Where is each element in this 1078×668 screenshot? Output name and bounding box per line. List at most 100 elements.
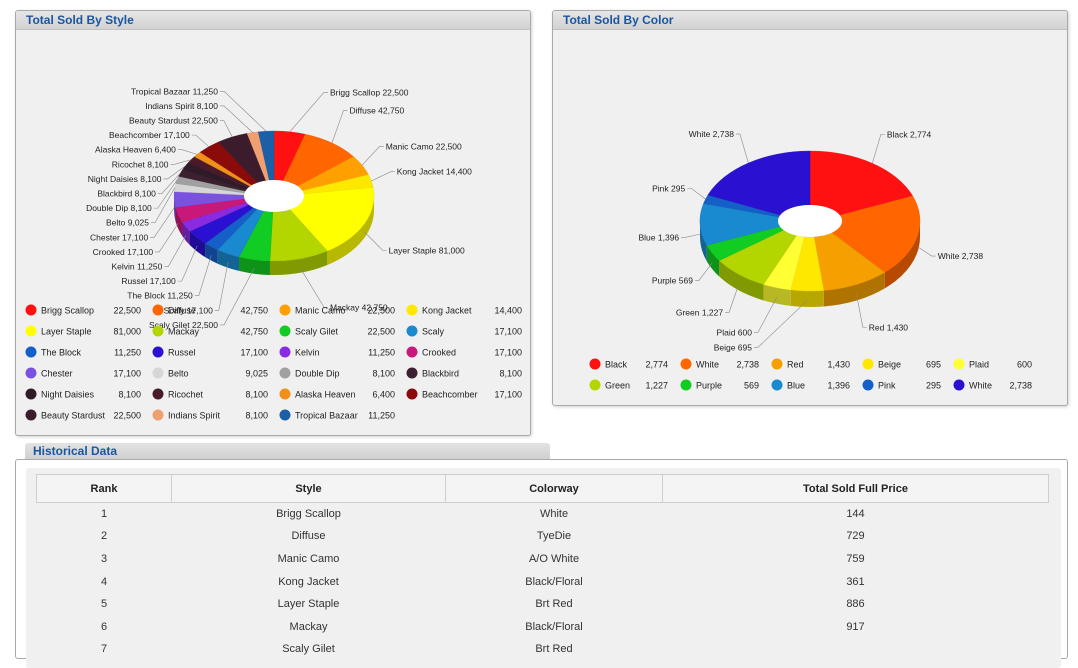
table-row[interactable]: 3 Manic Camo A/O White 759 [37, 548, 1049, 571]
legend-item-white[interactable]: White 2,738 [953, 379, 1033, 391]
legend-label: Purple [696, 381, 722, 391]
legend-item-black[interactable]: Black 2,774 [589, 358, 669, 370]
color-chart-panel: Total Sold By Color Black 2,774 White 2,7… [552, 10, 1068, 406]
callout-line [177, 245, 198, 282]
legend-swatch [771, 379, 783, 391]
legend-swatch [25, 409, 37, 421]
slice-label-purple: Purple 569 [652, 275, 693, 285]
legend-label: White [969, 381, 992, 391]
callout-line [371, 171, 395, 182]
legend-label: Beige [878, 360, 901, 370]
cell-style: Scaly Gilet [282, 643, 335, 656]
callout-line [754, 300, 808, 348]
legend-swatch [862, 358, 874, 370]
pie-slice-side [763, 284, 791, 306]
table-row[interactable]: 2 Diffuse TyeDie 729 [37, 525, 1049, 548]
legend-item-mackay[interactable]: Mackay 42,750 [152, 325, 269, 337]
legend-label: Pink [878, 381, 896, 391]
cell-colorway: White [539, 508, 569, 521]
column-header-style[interactable]: Style [171, 474, 446, 503]
legend-label: The Block [41, 348, 82, 358]
legend-item-layer-staple[interactable]: Layer Staple 81,000 [25, 325, 142, 337]
legend-item-red[interactable]: Red 1,430 [771, 358, 851, 370]
cell-rank: 4 [100, 575, 108, 588]
legend-item-blackbird[interactable]: Blackbird 8,100 [406, 367, 523, 379]
callout-line [177, 149, 198, 155]
legend-item-kelvin[interactable]: Kelvin 11,250 [279, 346, 396, 358]
legend-item-ricochet[interactable]: Ricochet 8,100 [152, 388, 269, 400]
legend-item-the-block[interactable]: The Block 11,250 [25, 346, 142, 358]
legend-value: 8,100 [499, 369, 522, 379]
legend-swatch [279, 409, 291, 421]
legend-item-night-daisies[interactable]: Night Daisies 8,100 [25, 388, 142, 400]
table-row[interactable]: 6 Mackay Black/Floral 917 [37, 615, 1049, 638]
cell-colorway: A/O White [528, 552, 580, 565]
legend-label: Green [605, 381, 630, 391]
legend-swatch [406, 325, 418, 337]
legend-item-crooked[interactable]: Crooked 17,100 [406, 346, 523, 358]
callout-line [916, 246, 936, 257]
legend-item-belto[interactable]: Belto 9,025 [152, 367, 269, 379]
legend-label: Mackay [168, 327, 200, 337]
legend-value: 8,100 [245, 411, 268, 421]
column-header-total-sold[interactable]: Total Sold Full Price [662, 474, 1049, 503]
legend-item-beige[interactable]: Beige 695 [862, 358, 942, 370]
legend-label: Manic Camo [295, 306, 346, 316]
cell-rank: 6 [100, 620, 108, 633]
legend-item-green[interactable]: Green 1,227 [589, 379, 669, 391]
table-body: 1 Brigg Scallop White 144 2 Diffuse TyeDie 729 3… [36, 502, 1049, 661]
callout-line [364, 231, 387, 251]
legend-item-white[interactable]: White 2,738 [680, 358, 760, 370]
legend-item-tropical-bazaar[interactable]: Tropical Bazaar 11,250 [279, 409, 396, 421]
legend-item-double-dip[interactable]: Double Dip 8,100 [279, 367, 396, 379]
cell-total-sold: 729 [846, 530, 865, 543]
callout-line [687, 187, 706, 200]
callout-line [164, 235, 187, 267]
legend-item-blue[interactable]: Blue 1,396 [771, 379, 851, 391]
pie-slice-white[interactable] [707, 150, 811, 216]
legend-item-brigg-scallop[interactable]: Brigg Scallop 22,500 [25, 304, 142, 316]
cell-rank: 3 [100, 552, 108, 565]
column-header-colorway[interactable]: Colorway [445, 474, 663, 503]
legend-item-beachcomber[interactable]: Beachcomber 17,100 [406, 388, 523, 400]
pie-slice-side [719, 260, 764, 301]
legend-item-beauty-stardust[interactable]: Beauty Stardust 22,500 [25, 409, 142, 421]
legend-item-scaly-gilet[interactable]: Scaly Gilet 22,500 [279, 325, 396, 337]
slice-label-beauty-stardust: Beauty Stardust 22,500 [129, 116, 218, 126]
donut-hole [244, 180, 304, 212]
callout-line [331, 110, 348, 144]
legend-item-indians-spirit[interactable]: Indians Spirit 8,100 [152, 409, 269, 421]
legend-value: 11,250 [368, 411, 395, 421]
legend-item-kong-jacket[interactable]: Kong Jacket 14,400 [406, 304, 523, 316]
legend-label: Plaid [969, 360, 989, 370]
slice-label-manic-camo: Manic Camo 22,500 [386, 141, 462, 151]
legend-item-chester[interactable]: Chester 17,100 [25, 367, 142, 379]
table-row[interactable]: 5 Layer Staple Brt Red 886 [37, 593, 1049, 616]
cell-colorway: Black/Floral [525, 575, 583, 588]
legend-item-diffuse[interactable]: Diffuse 42,750 [152, 304, 269, 316]
callout-line [194, 254, 212, 297]
legend-label: White [696, 360, 719, 370]
table-row[interactable]: 4 Kong Jacket Black/Floral 361 [37, 570, 1049, 593]
historical-data-panel: Rank Style Colorway Total Sold Full Pric… [15, 459, 1068, 668]
table-row[interactable]: 1 Brigg Scallop White 144 [37, 503, 1049, 526]
legend-item-scaly[interactable]: Scaly 17,100 [406, 325, 523, 337]
historical-data-title: Historical Data [25, 443, 550, 460]
color-pie-chart: Black 2,774 White 2,738 Red 1,430 White 2,7… [589, 129, 1033, 391]
legend-swatch [152, 304, 164, 316]
slice-label-the-block: The Block 11,250 [127, 291, 193, 301]
column-header-rank[interactable]: Rank [36, 474, 172, 503]
table-row[interactable]: 7 Scaly Gilet Brt Red [37, 638, 1049, 661]
legend-item-pink[interactable]: Pink 295 [862, 379, 942, 391]
legend-value: 11,250 [368, 348, 395, 358]
legend-item-alaska-heaven[interactable]: Alaska Heaven 6,400 [279, 388, 396, 400]
callout-line [220, 105, 253, 133]
slice-label-pink: Pink 295 [652, 183, 685, 193]
slice-label-mackay: Mackay 42,750 [330, 302, 388, 312]
legend-item-manic-camo[interactable]: Manic Camo 22,500 [279, 304, 396, 316]
legend-item-russel[interactable]: Russel 17,100 [152, 346, 269, 358]
legend-item-plaid[interactable]: Plaid 600 [953, 358, 1033, 370]
legend-item-purple[interactable]: Purple 569 [680, 379, 760, 391]
callout-line [220, 91, 267, 132]
slice-label-night-daisies: Night Daisies 8,100 [88, 174, 162, 184]
